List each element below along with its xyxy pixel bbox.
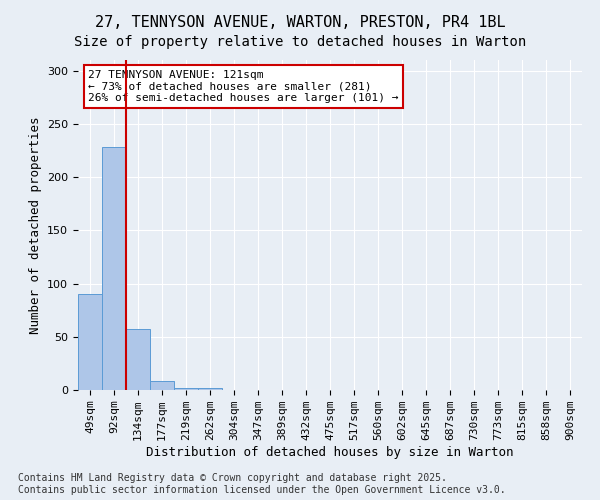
Y-axis label: Number of detached properties: Number of detached properties (29, 116, 41, 334)
X-axis label: Distribution of detached houses by size in Warton: Distribution of detached houses by size … (146, 446, 514, 459)
Bar (198, 388, 222, 390)
Text: 27, TENNYSON AVENUE, WARTON, PRESTON, PR4 1BL: 27, TENNYSON AVENUE, WARTON, PRESTON, PR… (95, 15, 505, 30)
Text: Size of property relative to detached houses in Warton: Size of property relative to detached ho… (74, 35, 526, 49)
Bar (174, 388, 198, 390)
Bar (102, 148, 126, 390)
Text: 27 TENNYSON AVENUE: 121sqm
← 73% of detached houses are smaller (281)
26% of sem: 27 TENNYSON AVENUE: 121sqm ← 73% of deta… (88, 70, 398, 103)
Bar (78, 294, 102, 390)
Bar (126, 330, 150, 390)
Text: Contains HM Land Registry data © Crown copyright and database right 2025.
Contai: Contains HM Land Registry data © Crown c… (18, 474, 506, 495)
Bar (150, 382, 174, 390)
